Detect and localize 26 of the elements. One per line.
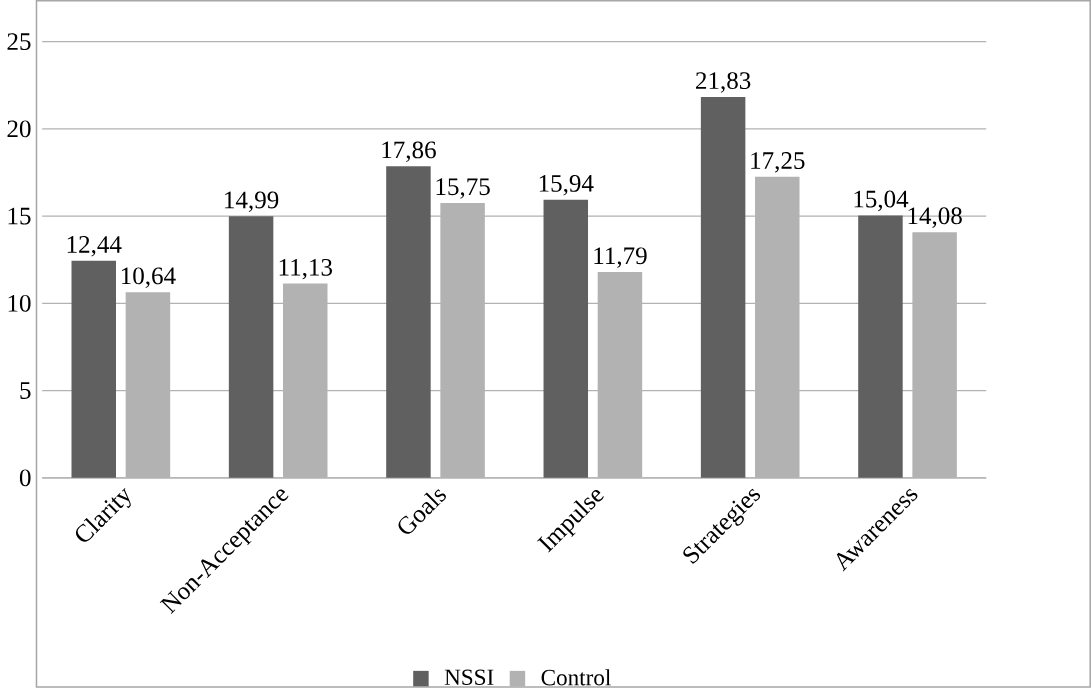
data-label: 15,04 bbox=[854, 190, 909, 212]
data-label: 11,79 bbox=[594, 247, 647, 268]
data-label: 17,86 bbox=[382, 141, 436, 163]
data-label: 11,13 bbox=[279, 259, 332, 280]
bar bbox=[71, 260, 116, 478]
bar bbox=[543, 199, 589, 478]
bar bbox=[858, 215, 903, 478]
legend-label: NSSI bbox=[444, 669, 494, 686]
y-tick-label: 5 bbox=[20, 382, 31, 400]
data-label: 12,44 bbox=[67, 236, 122, 257]
bar bbox=[386, 166, 431, 478]
data-label: 14,08 bbox=[908, 207, 962, 229]
legend-label: Control bbox=[541, 669, 611, 686]
data-label: 15,94 bbox=[539, 175, 594, 196]
bar bbox=[228, 216, 274, 478]
data-label: 15,75 bbox=[436, 178, 490, 199]
y-tick-label: 0 bbox=[19, 469, 31, 487]
bar bbox=[700, 97, 746, 478]
y-tick-label: 20 bbox=[7, 120, 31, 138]
data-label: 10,64 bbox=[121, 267, 176, 289]
y-tick-label: 15 bbox=[8, 207, 31, 225]
y-tick-label: 25 bbox=[7, 33, 31, 51]
y-tick-label: 10 bbox=[8, 294, 31, 312]
data-label: 17,25 bbox=[751, 152, 805, 173]
data-label: 14,99 bbox=[225, 191, 279, 213]
data-label: 21,83 bbox=[696, 72, 751, 93]
